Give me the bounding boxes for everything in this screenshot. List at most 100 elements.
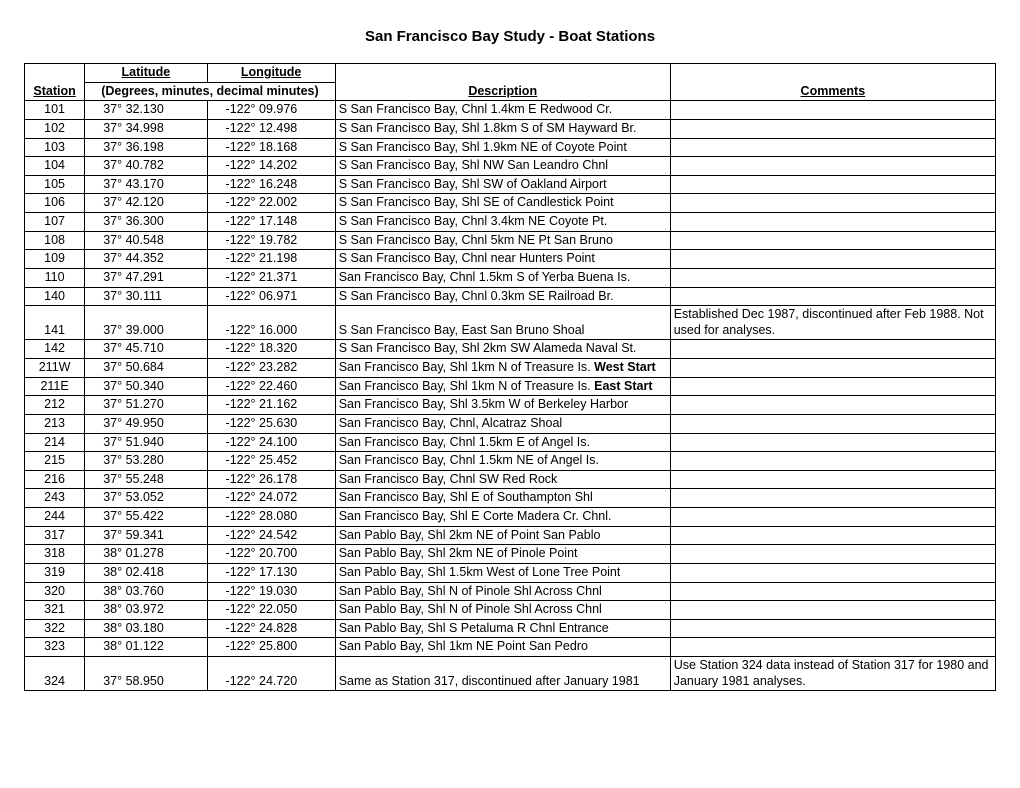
header-latitude: Latitude [85,64,207,83]
cell-station: 108 [25,231,85,250]
cell-longitude: -122° 18.320 [207,340,335,359]
cell-latitude: 37° 40.548 [85,231,207,250]
cell-latitude: 37° 55.248 [85,470,207,489]
table-header: Station Latitude Longitude Description C… [25,64,996,101]
cell-comments [670,377,995,396]
table-row: 211W37° 50.684-122° 23.282San Francisco … [25,359,996,378]
cell-latitude: 37° 47.291 [85,268,207,287]
table-row: 14237° 45.710-122° 18.320S San Francisco… [25,340,996,359]
table-row: 31938° 02.418-122° 17.130San Pablo Bay, … [25,563,996,582]
table-row: 32038° 03.760-122° 19.030San Pablo Bay, … [25,582,996,601]
cell-description: S San Francisco Bay, Shl 1.9km NE of Coy… [335,138,670,157]
cell-station: 323 [25,638,85,657]
cell-station: 105 [25,175,85,194]
cell-longitude: -122° 19.030 [207,582,335,601]
cell-description: San Pablo Bay, Shl N of Pinole Shl Acros… [335,601,670,620]
cell-description: San Francisco Bay, Chnl 1.5km NE of Ange… [335,452,670,471]
cell-longitude: -122° 09.976 [207,101,335,120]
table-row: 21537° 53.280-122° 25.452San Francisco B… [25,452,996,471]
cell-station: 110 [25,268,85,287]
cell-description: S San Francisco Bay, Shl NW San Leandro … [335,157,670,176]
cell-longitude: -122° 22.460 [207,377,335,396]
cell-comments [670,545,995,564]
cell-latitude: 37° 36.300 [85,213,207,232]
cell-description: San Francisco Bay, Shl E of Southampton … [335,489,670,508]
cell-description: San Francisco Bay, Chnl SW Red Rock [335,470,670,489]
cell-comments [670,489,995,508]
cell-longitude: -122° 16.000 [207,306,335,340]
cell-latitude: 38° 03.972 [85,601,207,620]
cell-station: 103 [25,138,85,157]
table-row: 10837° 40.548-122° 19.782S San Francisco… [25,231,996,250]
cell-comments [670,119,995,138]
cell-longitude: -122° 26.178 [207,470,335,489]
table-row: 14137° 39.000-122° 16.000S San Francisco… [25,306,996,340]
cell-station: 213 [25,414,85,433]
table-row: 10337° 36.198-122° 18.168S San Francisco… [25,138,996,157]
cell-comments [670,526,995,545]
cell-description: S San Francisco Bay, Chnl 3.4km NE Coyot… [335,213,670,232]
cell-station: 142 [25,340,85,359]
cell-longitude: -122° 24.828 [207,619,335,638]
cell-comments [670,138,995,157]
cell-longitude: -122° 18.168 [207,138,335,157]
cell-latitude: 37° 36.198 [85,138,207,157]
cell-latitude: 37° 44.352 [85,250,207,269]
cell-comments [670,213,995,232]
cell-description: San Pablo Bay, Shl 1km NE Point San Pedr… [335,638,670,657]
cell-comments [670,359,995,378]
cell-station: 319 [25,563,85,582]
cell-comments [670,601,995,620]
cell-longitude: -122° 25.452 [207,452,335,471]
cell-station: 243 [25,489,85,508]
cell-station: 101 [25,101,85,120]
table-row: 32238° 03.180-122° 24.828San Pablo Bay, … [25,619,996,638]
cell-station: 141 [25,306,85,340]
table-row: 10637° 42.120-122° 22.002S San Francisco… [25,194,996,213]
cell-latitude: 37° 51.940 [85,433,207,452]
cell-latitude: 37° 43.170 [85,175,207,194]
cell-latitude: 37° 42.120 [85,194,207,213]
cell-station: 106 [25,194,85,213]
cell-description: San Pablo Bay, Shl 2km NE of Pinole Poin… [335,545,670,564]
cell-longitude: -122° 19.782 [207,231,335,250]
cell-description: San Francisco Bay, Chnl 1.5km E of Angel… [335,433,670,452]
table-row: 31838° 01.278-122° 20.700San Pablo Bay, … [25,545,996,564]
cell-comments: Established Dec 1987, discontinued after… [670,306,995,340]
cell-description: San Pablo Bay, Shl 1.5km West of Lone Tr… [335,563,670,582]
cell-description: Same as Station 317, discontinued after … [335,657,670,691]
cell-description: S San Francisco Bay, East San Bruno Shoa… [335,306,670,340]
cell-station: 324 [25,657,85,691]
cell-description: San Francisco Bay, Shl 3.5km W of Berkel… [335,396,670,415]
table-row: 21637° 55.248-122° 26.178San Francisco B… [25,470,996,489]
cell-station: 140 [25,287,85,306]
cell-longitude: -122° 23.282 [207,359,335,378]
cell-station: 214 [25,433,85,452]
cell-comments [670,175,995,194]
cell-station: 320 [25,582,85,601]
cell-description: San Francisco Bay, Shl 1km N of Treasure… [335,377,670,396]
table-row: 31737° 59.341-122° 24.542San Pablo Bay, … [25,526,996,545]
header-station: Station [25,64,85,101]
cell-station: 212 [25,396,85,415]
cell-longitude: -122° 24.720 [207,657,335,691]
cell-latitude: 37° 45.710 [85,340,207,359]
cell-latitude: 37° 53.052 [85,489,207,508]
table-row: 21237° 51.270-122° 21.162San Francisco B… [25,396,996,415]
cell-longitude: -122° 14.202 [207,157,335,176]
cell-comments [670,101,995,120]
table-row: 10137° 32.130-122° 09.976S San Francisco… [25,101,996,120]
cell-latitude: 37° 30.111 [85,287,207,306]
cell-latitude: 37° 34.998 [85,119,207,138]
cell-description: S San Francisco Bay, Chnl 5km NE Pt San … [335,231,670,250]
cell-latitude: 37° 50.340 [85,377,207,396]
cell-longitude: -122° 21.162 [207,396,335,415]
table-row: 10237° 34.998-122° 12.498S San Francisco… [25,119,996,138]
cell-description: San Francisco Bay, Chnl, Alcatraz Shoal [335,414,670,433]
cell-latitude: 37° 59.341 [85,526,207,545]
cell-station: 211E [25,377,85,396]
table-row: 10437° 40.782-122° 14.202S San Francisco… [25,157,996,176]
cell-comments [670,287,995,306]
cell-description: San Francisco Bay, Shl 1km N of Treasure… [335,359,670,378]
cell-latitude: 37° 51.270 [85,396,207,415]
